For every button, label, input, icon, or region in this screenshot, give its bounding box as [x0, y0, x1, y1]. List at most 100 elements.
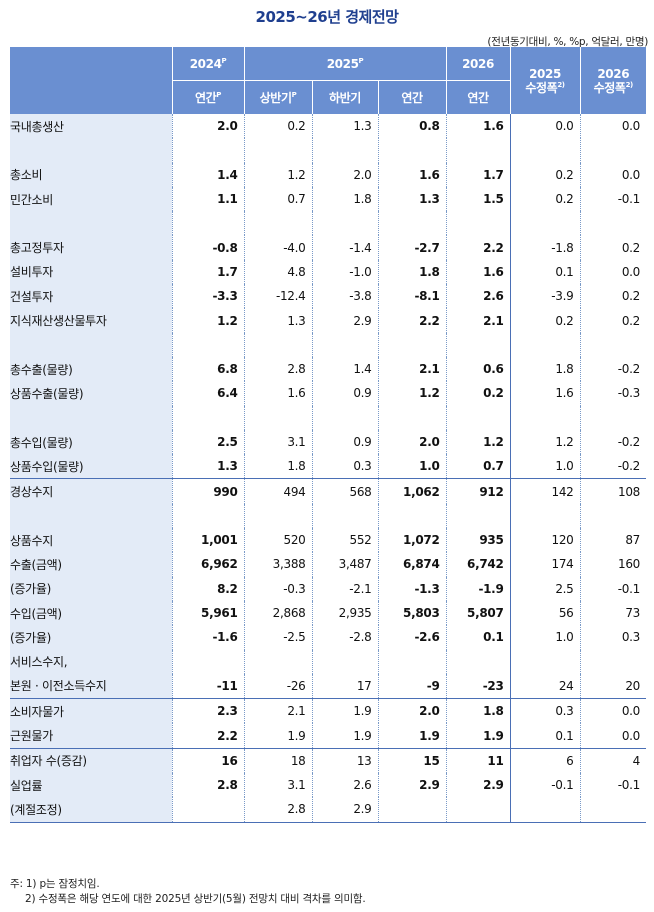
table-cell: 1.6: [445, 114, 510, 139]
table-cell: 1.7: [171, 259, 244, 285]
table-cell: 0.2: [579, 235, 646, 260]
table-cell: [445, 503, 510, 529]
table-cell: [579, 405, 646, 430]
table-cell: 1.8: [445, 698, 510, 724]
table-cell: -0.3: [243, 576, 312, 601]
table-row: (증가율) -1.6 -2.5 -2.8 -2.6 0.1 1.0 0.3: [10, 625, 646, 650]
row-label: [10, 211, 172, 236]
row-label: 민간소비: [10, 186, 172, 212]
table-cell: 1.6: [445, 259, 510, 285]
row-label: 수출(금액): [10, 552, 172, 577]
table-cell: 2.5: [509, 576, 580, 601]
table-cell: 11: [445, 747, 510, 774]
row-label: 상품수출(물량): [10, 381, 172, 406]
table-cell: 494: [243, 478, 312, 504]
row-label: 수입(금액): [10, 600, 172, 626]
table-cell: [243, 211, 312, 236]
table-cell: [171, 649, 244, 674]
header-rev-2025: 2025 수정폭2): [509, 47, 580, 114]
table-cell: -3.3: [171, 284, 244, 309]
table-cell: 1.3: [243, 308, 312, 333]
header-annual-2024: 연간P: [171, 80, 244, 114]
table-cell: 1,062: [377, 478, 446, 504]
table-cell: 24: [509, 673, 580, 699]
table-cell: 2.9: [311, 797, 378, 823]
table-cell: 1.0: [509, 625, 580, 650]
table-cell: 6,962: [171, 552, 244, 577]
table-cell: 1.9: [311, 698, 378, 724]
table-row: 수출(금액) 6,962 3,388 3,487 6,874 6,742 174 160: [10, 552, 646, 577]
table-cell: 18: [243, 747, 312, 774]
table-row: [10, 332, 646, 357]
table-cell: 1.8: [509, 356, 580, 382]
table-cell: 2.9: [377, 773, 446, 798]
page-title: 2025~26년 경제전망: [255, 8, 399, 26]
table-row: 총수출(물량) 6.8 2.8 1.4 2.1 0.6 1.8 -0.2: [10, 356, 646, 382]
table-cell: 1.6: [243, 381, 312, 406]
header-2025: 2025P: [243, 47, 446, 81]
table-cell: [171, 797, 244, 823]
table-cell: 935: [445, 528, 510, 553]
table-cell: 2.3: [171, 698, 244, 724]
table-cell: [171, 138, 244, 163]
table-cell: 0.7: [243, 186, 312, 212]
table-cell: 1.2: [509, 429, 580, 455]
table-cell: 1.2: [171, 308, 244, 333]
table-cell: [171, 211, 244, 236]
table-row: 민간소비 1.1 0.7 1.8 1.3 1.5 0.2 -0.1: [10, 186, 646, 212]
footnote-1: 주: 1) p는 잠정치임.: [10, 878, 100, 890]
table-cell: -0.1: [579, 773, 646, 798]
table-cell: [509, 211, 580, 236]
table-cell: -1.3: [377, 576, 446, 601]
footnote-2: 2) 수정폭은 해당 연도에 대한 2025년 상반기(5월) 전망치 대비 격…: [25, 893, 366, 905]
table-cell: 0.0: [579, 114, 646, 139]
table-cell: 552: [311, 528, 378, 553]
table-row: [10, 211, 646, 236]
table-cell: -0.1: [579, 576, 646, 601]
table-cell: 1.9: [445, 723, 510, 749]
table-cell: -1.6: [171, 625, 244, 650]
table-cell: 73: [579, 600, 646, 626]
table-cell: 1.9: [311, 723, 378, 749]
table-cell: -3.9: [509, 284, 580, 309]
table-row: [10, 503, 646, 529]
table-cell: 2.1: [377, 356, 446, 382]
table-cell: 15: [377, 747, 446, 774]
table-row: 본원 · 이전소득수지 -11 -26 17 -9 -23 24 20: [10, 673, 646, 699]
table-cell: [579, 138, 646, 163]
table-cell: 2.8: [243, 356, 312, 382]
row-label: 취업자 수(증감): [10, 747, 172, 774]
table-row: 근원물가 2.2 1.9 1.9 1.9 1.9 0.1 0.0: [10, 723, 646, 749]
table-cell: [579, 332, 646, 357]
row-label: (증가율): [10, 625, 172, 650]
table-cell: 1.9: [243, 723, 312, 749]
table-cell: -0.2: [579, 356, 646, 382]
table-cell: 1.3: [377, 186, 446, 212]
table-cell: -2.6: [377, 625, 446, 650]
table-cell: -23: [445, 673, 510, 699]
table-cell: [377, 211, 446, 236]
table-row: 상품수입(물량) 1.3 1.8 0.3 1.0 0.7 1.0 -0.2: [10, 454, 646, 479]
table-cell: 2,935: [311, 600, 378, 626]
row-label: 설비투자: [10, 259, 172, 285]
table-cell: 0.3: [579, 625, 646, 650]
table-cell: 87: [579, 528, 646, 553]
table-cell: -0.1: [579, 186, 646, 212]
table-row: 서비스수지,: [10, 649, 646, 674]
table-cell: 20: [579, 673, 646, 699]
table-cell: 3.1: [243, 773, 312, 798]
table-cell: [377, 405, 446, 430]
row-label: 근원물가: [10, 723, 172, 749]
table-row: 취업자 수(증감) 16 18 13 15 11 6 4: [10, 747, 646, 774]
table-row: 소비자물가 2.3 2.1 1.9 2.0 1.8 0.3 0.0: [10, 698, 646, 724]
table-cell: 1.8: [377, 259, 446, 285]
table-cell: -0.2: [579, 429, 646, 455]
table-cell: 108: [579, 478, 646, 504]
table-cell: [243, 649, 312, 674]
table-row: 설비투자 1.7 4.8 -1.0 1.8 1.6 0.1 0.0: [10, 259, 646, 285]
table-cell: [377, 797, 446, 823]
table-cell: 0.0: [509, 114, 580, 139]
table-cell: 2.6: [445, 284, 510, 309]
table-cell: 0.2: [445, 381, 510, 406]
table-cell: -1.0: [311, 259, 378, 285]
